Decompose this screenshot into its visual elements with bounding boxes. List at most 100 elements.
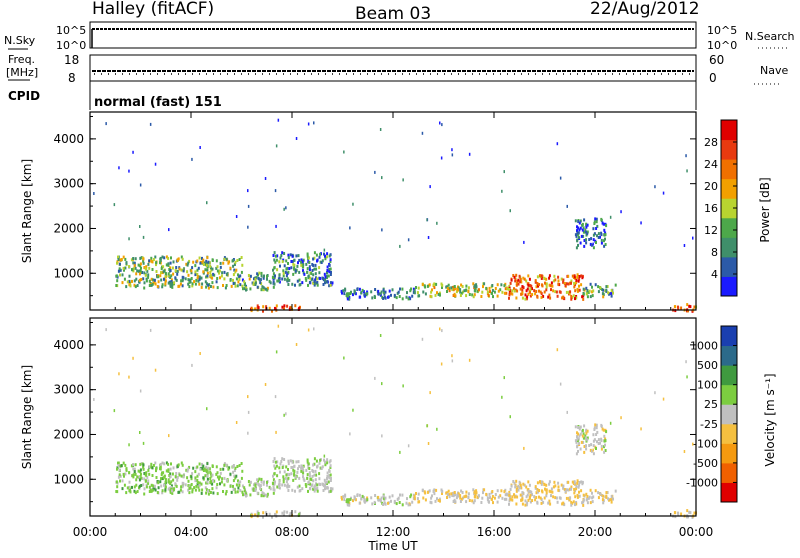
echo-cell	[583, 450, 586, 454]
echo-cell	[142, 261, 145, 265]
echo-cell	[210, 274, 212, 278]
noise-cell	[451, 148, 453, 152]
echo-cell	[595, 423, 598, 427]
echo-cell	[462, 496, 464, 500]
noise-cell	[113, 203, 116, 207]
echo-cell	[575, 278, 578, 282]
echo-cell	[447, 489, 450, 493]
echo-cell	[499, 494, 502, 498]
echo-cell	[272, 268, 274, 272]
echo-cell	[600, 217, 603, 221]
echo-cell	[383, 290, 385, 294]
echo-cell	[312, 281, 315, 285]
echo-cell	[600, 241, 603, 245]
echo-cell	[319, 252, 322, 256]
colorbar-tick-label: 28	[704, 136, 718, 149]
echo-cell	[563, 282, 566, 285]
echo-cell	[198, 282, 201, 286]
echo-cell	[561, 502, 564, 506]
echo-cell	[437, 292, 440, 296]
noise-cell	[429, 185, 431, 189]
echo-cell	[150, 465, 153, 469]
echo-cell	[473, 490, 476, 494]
echo-cell	[600, 233, 603, 237]
echo-cell	[473, 499, 476, 503]
echo-cell	[291, 254, 294, 258]
echo-cell	[190, 475, 193, 479]
echo-cell	[514, 279, 517, 283]
echo-cell	[527, 489, 530, 493]
echo-cell	[545, 285, 548, 289]
colorbar-block	[721, 384, 737, 405]
echo-cell	[544, 487, 546, 491]
echo-cell	[356, 287, 359, 291]
echo-cell	[243, 280, 246, 284]
echo-cell	[567, 274, 570, 278]
echo-cell	[188, 486, 191, 490]
echo-cell	[416, 497, 419, 501]
colorbar-block	[721, 256, 737, 277]
echo-cell	[201, 282, 204, 286]
echo-cell	[431, 494, 433, 498]
echo-cell	[382, 297, 385, 300]
echo-cell	[301, 466, 304, 470]
echo-cell	[229, 266, 232, 270]
echo-cell	[215, 266, 218, 270]
echo-cell	[190, 277, 193, 280]
noise-cell	[556, 348, 559, 352]
echo-cell	[188, 259, 191, 263]
echo-cell	[371, 502, 374, 506]
echo-cell	[581, 428, 584, 432]
noise-cell	[93, 398, 95, 401]
echo-cell	[133, 283, 136, 287]
echo-cell	[194, 488, 197, 492]
echo-cell	[530, 284, 533, 288]
colorbar-block	[721, 423, 737, 444]
echo-cell	[254, 513, 257, 517]
echo-cell	[565, 496, 568, 500]
echo-cell	[190, 477, 193, 481]
echo-cell	[283, 252, 286, 255]
echo-cell	[117, 258, 120, 261]
echo-cell	[134, 257, 137, 261]
noise-cell	[168, 228, 170, 232]
echo-cell	[130, 464, 133, 468]
echo-cell	[575, 484, 578, 488]
echo-cell	[519, 486, 522, 490]
echo-cell	[162, 476, 165, 480]
echo-cell	[151, 488, 154, 492]
echo-cell	[582, 493, 585, 497]
echo-cell	[225, 257, 228, 261]
echo-cell	[253, 483, 255, 487]
echo-cell	[266, 492, 269, 496]
echo-cell	[577, 426, 580, 429]
colorbar-block	[721, 120, 737, 141]
echo-cell	[164, 488, 167, 492]
echo-cell	[431, 288, 433, 292]
echo-cell	[148, 284, 151, 287]
noise-cell	[313, 327, 315, 331]
echo-cell	[202, 270, 205, 274]
echo-cell	[140, 278, 143, 281]
echo-cell	[358, 295, 361, 299]
echo-cell	[194, 479, 197, 483]
echo-cell	[570, 281, 572, 285]
echo-cell	[159, 274, 162, 278]
echo-cell	[577, 226, 580, 230]
echo-cell	[562, 278, 565, 282]
echo-cell	[198, 462, 201, 466]
echo-cell	[382, 503, 385, 506]
echo-cell	[491, 291, 493, 295]
echo-cell	[143, 492, 146, 496]
echo-cell	[125, 467, 128, 471]
echo-cell	[297, 254, 300, 258]
echo-cell	[153, 484, 156, 488]
echo-cell	[132, 467, 135, 471]
echo-cell	[586, 495, 589, 498]
echo-cell	[209, 491, 212, 494]
noise-cell	[199, 352, 201, 355]
echo-cell	[504, 287, 507, 291]
noise-cell	[247, 204, 250, 208]
